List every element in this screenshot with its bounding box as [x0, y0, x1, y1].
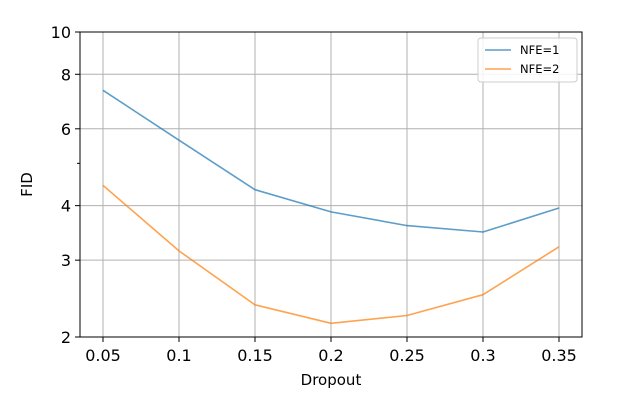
y-tick-label: 4: [61, 197, 71, 216]
series-line-nfe-1: [102, 89, 560, 233]
y-tick-label: 8: [61, 65, 71, 84]
axis-ticks: 0.05 0.1 0.15 0.2 0.25 0.3 0.35 2 3 4 6 8 10: [51, 23, 577, 365]
legend: NFE=1 NFE=2: [477, 37, 578, 83]
y-tick-label: 10: [51, 23, 71, 42]
x-tick-label: 0.1: [166, 346, 191, 365]
y-tick-label: 6: [61, 120, 71, 139]
x-axis-label: Dropout: [301, 371, 362, 389]
series-line-nfe-2: [102, 184, 560, 325]
legend-entry: NFE=1: [520, 43, 559, 57]
x-tick-label: 0.35: [541, 346, 577, 365]
y-tick-label: 3: [61, 251, 71, 270]
legend-box: [477, 37, 578, 83]
x-tick-label: 0.15: [237, 346, 273, 365]
x-tick-label: 0.25: [389, 346, 425, 365]
y-axis-label: FID: [18, 172, 36, 197]
legend-entry: NFE=2: [520, 62, 559, 76]
x-tick-label: 0.05: [85, 346, 121, 365]
x-tick-label: 0.2: [318, 346, 343, 365]
series-lines: [102, 89, 560, 325]
x-tick-label: 0.3: [470, 346, 495, 365]
y-tick-label: 2: [61, 328, 71, 347]
